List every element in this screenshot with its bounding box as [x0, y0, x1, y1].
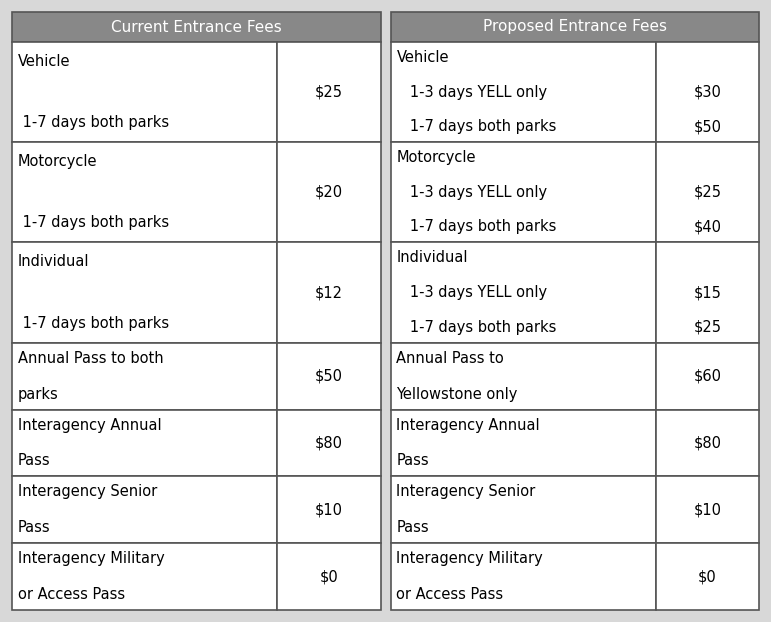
Bar — [12, 12, 381, 42]
Text: Individual: Individual — [18, 254, 89, 269]
Text: 1-3 days YELL only: 1-3 days YELL only — [396, 85, 547, 100]
Text: 1-7 days both parks: 1-7 days both parks — [396, 119, 557, 134]
Text: $50: $50 — [315, 369, 343, 384]
Text: Pass: Pass — [18, 453, 51, 468]
Text: $25: $25 — [693, 185, 722, 200]
Bar — [656, 343, 759, 409]
Text: $0: $0 — [698, 569, 717, 584]
Bar — [390, 42, 656, 142]
Text: or Access Pass: or Access Pass — [396, 587, 503, 602]
Text: Interagency Annual: Interagency Annual — [18, 417, 162, 432]
Bar — [656, 142, 759, 243]
Text: Proposed Entrance Fees: Proposed Entrance Fees — [483, 19, 667, 34]
Bar — [390, 543, 656, 610]
Bar — [12, 243, 278, 343]
Text: $25: $25 — [693, 320, 722, 335]
Text: $12: $12 — [315, 285, 343, 300]
Text: 1-7 days both parks: 1-7 days both parks — [18, 316, 169, 331]
Text: $80: $80 — [693, 435, 722, 450]
Text: Motorcycle: Motorcycle — [18, 154, 97, 169]
Bar — [656, 476, 759, 543]
Bar — [390, 343, 656, 409]
Text: Annual Pass to: Annual Pass to — [396, 351, 504, 366]
Bar — [278, 409, 381, 476]
Bar — [656, 543, 759, 610]
Text: Pass: Pass — [396, 520, 429, 535]
Text: $20: $20 — [315, 185, 343, 200]
Bar — [278, 42, 381, 142]
Text: Interagency Military: Interagency Military — [18, 551, 165, 566]
Text: Vehicle: Vehicle — [18, 54, 70, 69]
Text: Current Entrance Fees: Current Entrance Fees — [111, 19, 281, 34]
Text: Pass: Pass — [18, 520, 51, 535]
Text: 1-3 days YELL only: 1-3 days YELL only — [396, 285, 547, 300]
Text: Interagency Annual: Interagency Annual — [396, 417, 540, 432]
Bar — [278, 343, 381, 409]
Text: Interagency Military: Interagency Military — [396, 551, 544, 566]
Text: 1-7 days both parks: 1-7 days both parks — [396, 320, 557, 335]
Text: Vehicle: Vehicle — [396, 50, 449, 65]
Text: Annual Pass to both: Annual Pass to both — [18, 351, 163, 366]
Bar — [656, 409, 759, 476]
Bar — [12, 343, 278, 409]
Text: $40: $40 — [693, 220, 722, 234]
Bar — [390, 476, 656, 543]
Bar — [390, 142, 656, 243]
Bar — [390, 12, 759, 42]
Text: Pass: Pass — [396, 453, 429, 468]
Bar — [278, 476, 381, 543]
Text: $15: $15 — [693, 285, 722, 300]
Text: Interagency Senior: Interagency Senior — [18, 485, 157, 499]
Text: 1-7 days both parks: 1-7 days both parks — [18, 115, 169, 130]
Text: $25: $25 — [315, 85, 343, 100]
Bar — [12, 543, 278, 610]
Text: or Access Pass: or Access Pass — [18, 587, 125, 602]
Bar — [12, 42, 278, 142]
Text: Individual: Individual — [396, 251, 468, 266]
Text: 1-3 days YELL only: 1-3 days YELL only — [396, 185, 547, 200]
Bar — [12, 409, 278, 476]
Text: $50: $50 — [693, 119, 722, 134]
Text: $30: $30 — [693, 85, 722, 100]
Text: Interagency Senior: Interagency Senior — [396, 485, 536, 499]
Bar — [278, 142, 381, 243]
Text: Motorcycle: Motorcycle — [396, 151, 476, 165]
Text: $60: $60 — [693, 369, 722, 384]
Text: Yellowstone only: Yellowstone only — [396, 386, 518, 402]
Bar — [12, 476, 278, 543]
Bar — [390, 409, 656, 476]
Text: $80: $80 — [315, 435, 343, 450]
Bar — [656, 42, 759, 142]
Text: $0: $0 — [319, 569, 338, 584]
Bar — [278, 543, 381, 610]
Text: $10: $10 — [315, 502, 343, 518]
Text: 1-7 days both parks: 1-7 days both parks — [18, 215, 169, 230]
Bar — [656, 243, 759, 343]
Text: parks: parks — [18, 386, 59, 402]
Text: $10: $10 — [693, 502, 722, 518]
Bar — [278, 243, 381, 343]
Text: 1-7 days both parks: 1-7 days both parks — [396, 220, 557, 234]
Bar — [12, 142, 278, 243]
Bar — [390, 243, 656, 343]
